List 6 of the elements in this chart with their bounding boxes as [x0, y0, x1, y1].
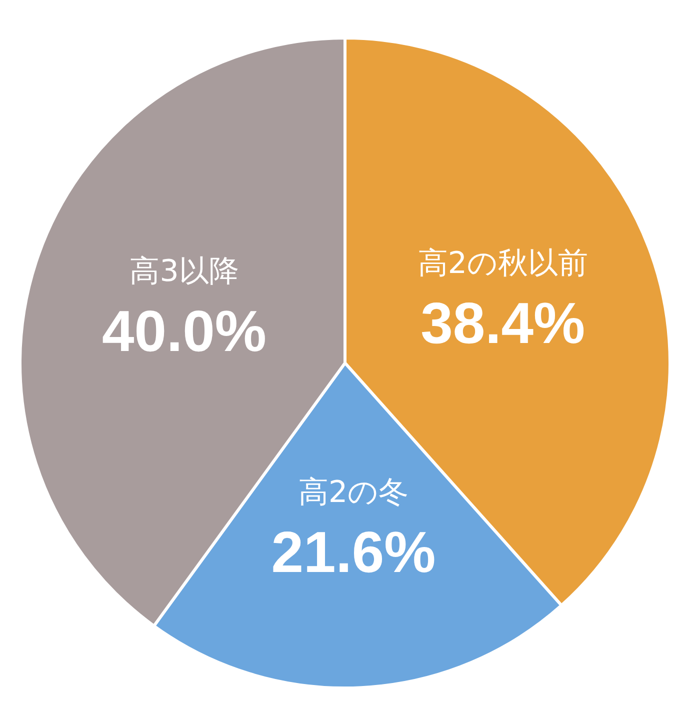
data-label: 38.4%: [420, 290, 586, 356]
slice-label: 高2の秋以前: [418, 246, 588, 281]
data-label: 21.6%: [271, 520, 436, 585]
slice-label: 高2の冬: [298, 474, 409, 510]
data-label: 40.0%: [102, 298, 267, 364]
slice-label: 高3以降: [130, 254, 239, 289]
